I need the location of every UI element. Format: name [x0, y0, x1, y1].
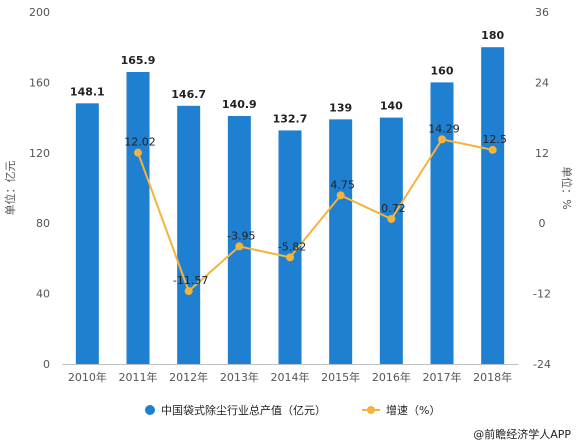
line-point — [134, 148, 142, 157]
bar-series — [75, 47, 505, 365]
line-point — [336, 191, 345, 200]
bar-value-label: 140.9 — [222, 98, 257, 111]
legend-line-marker — [367, 406, 375, 414]
line-point — [387, 214, 396, 223]
bar-value-label: 140 — [380, 100, 403, 113]
bar — [278, 130, 302, 364]
line-value-labels: 12.02 -11.57 -3.95 -5.82 4.75 0.72 14.29 12.5 — [124, 122, 507, 287]
bar-value-label: 160 — [431, 64, 454, 77]
bar-value-label: 165.9 — [121, 54, 156, 67]
line-series — [134, 135, 497, 296]
y-left-tick-label: 120 — [29, 147, 50, 160]
y-axis-right-title: 单位：% — [560, 166, 574, 209]
legend: 中国袋式除尘行业总产值（亿元） 增速（%） — [145, 403, 440, 417]
line-value-label: 12.02 — [124, 136, 156, 149]
y-right-tick-label: 12 — [535, 147, 549, 160]
bar — [481, 47, 505, 364]
x-tick-label: 2012年 — [169, 370, 208, 384]
y-right-tick-label: 24 — [535, 76, 549, 89]
line-point — [488, 145, 497, 154]
line-value-label: 0.72 — [381, 202, 406, 215]
line-point — [235, 242, 244, 251]
bar-value-label: 139 — [329, 101, 352, 114]
line-value-label: -3.95 — [227, 229, 255, 242]
x-tick-label: 2015年 — [321, 370, 360, 384]
legend-line-label: 增速（%） — [386, 403, 440, 417]
line-value-label: 14.29 — [428, 122, 460, 135]
x-tick-label: 2016年 — [372, 370, 411, 384]
x-tick-label: 2017年 — [423, 370, 462, 384]
bar-value-label: 132.7 — [273, 112, 308, 125]
legend-bar-marker — [145, 405, 155, 415]
growth-line — [137, 138, 493, 293]
x-tick-label: 2018年 — [473, 370, 512, 384]
line-value-label: 12.5 — [482, 133, 507, 146]
bar — [126, 72, 150, 365]
bar-value-label: 180 — [481, 29, 504, 42]
y-right-tick-label: 36 — [535, 6, 549, 19]
line-point — [184, 287, 193, 296]
x-axis-ticks: 2010年 2011年 2012年 2013年 2014年 2015年 2016年 2017年… — [68, 370, 512, 384]
y-left-tick-label: 80 — [36, 217, 50, 230]
y-axis-right-label: 单位：% — [560, 166, 574, 209]
bar — [75, 103, 99, 365]
y-axis-left-label: 单位：亿元 — [3, 161, 17, 216]
line-value-label: 4.75 — [330, 178, 355, 191]
bar-value-label: 146.7 — [171, 88, 206, 101]
bar — [227, 116, 251, 365]
y-left-tick-label: 160 — [29, 76, 50, 89]
bar — [379, 117, 403, 364]
line-value-label: -11.57 — [173, 274, 208, 287]
y-left-tick-label: 200 — [29, 6, 50, 19]
y-axis-left-title: 单位：亿元 — [3, 161, 17, 216]
x-tick-label: 2014年 — [271, 370, 310, 384]
bar — [177, 105, 201, 365]
y-right-tick-label: -12 — [533, 288, 551, 301]
bar-value-label: 148.1 — [70, 85, 105, 98]
source-credit: @前瞻经济学人APP — [473, 427, 571, 441]
y-left-tick-label: 0 — [43, 358, 50, 371]
bar — [430, 82, 454, 365]
x-tick-label: 2011年 — [119, 370, 158, 384]
legend-bar-label: 中国袋式除尘行业总产值（亿元） — [161, 403, 326, 417]
line-point — [286, 253, 294, 262]
y-left-tick-label: 40 — [36, 288, 50, 301]
bar — [329, 119, 353, 364]
y-right-tick-label: -24 — [533, 358, 551, 371]
line-point — [438, 135, 446, 144]
y-axis-left-ticks: 0 40 80 120 160 200 — [29, 6, 50, 371]
y-axis-right-ticks: -24 -12 0 12 24 36 — [533, 6, 551, 371]
x-tick-label: 2013年 — [220, 370, 259, 384]
line-value-label: -5.82 — [278, 240, 306, 253]
x-tick-label: 2010年 — [68, 370, 107, 384]
bar-value-labels: 148.1 165.9 146.7 140.9 132.7 139 140 160 180 — [70, 29, 505, 125]
y-right-tick-label: 0 — [539, 217, 546, 230]
